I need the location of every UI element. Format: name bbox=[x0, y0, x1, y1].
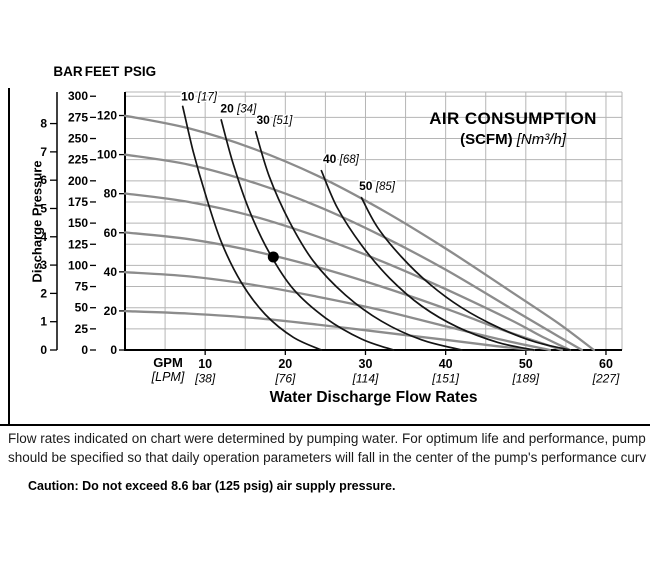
chart-title: AIR CONSUMPTION bbox=[429, 109, 597, 128]
feet-tick-label: 175 bbox=[68, 195, 88, 209]
feet-tick-label: 75 bbox=[75, 280, 89, 294]
feet-tick-label: 250 bbox=[68, 132, 88, 146]
psig-tick-label: 100 bbox=[97, 148, 117, 162]
psig-axis-header: PSIG bbox=[123, 64, 157, 79]
x-axis-title: Water Discharge Flow Rates bbox=[269, 389, 478, 406]
x-tick-gpm: 50 bbox=[519, 357, 533, 371]
bar-tick-label: 0 bbox=[40, 343, 47, 357]
bar-tick-label: 5 bbox=[40, 201, 47, 215]
performance-chart: 8765432103002752502252001751501251007550… bbox=[40, 88, 623, 386]
page-border-left bbox=[8, 88, 10, 425]
air-curve-10scfm bbox=[181, 105, 323, 351]
bar-axis-header: BAR bbox=[53, 64, 83, 79]
psig-tick-label: 0 bbox=[110, 343, 117, 357]
bar-axis: 8 7 6 5 4 3 2 1 0 bbox=[40, 92, 58, 357]
bar-tick-label: 2 bbox=[40, 286, 47, 300]
feet-tick-label: 125 bbox=[68, 237, 88, 251]
psig-axis: 120 100 80 60 40 20 0 bbox=[97, 109, 125, 357]
pump-curve-40psig bbox=[123, 271, 552, 352]
pump-curve-100psig bbox=[123, 153, 584, 352]
x-tick-lpm: [76] bbox=[274, 372, 296, 386]
operating-point-dot bbox=[267, 251, 279, 263]
air-curve-label-20: 20 [34] bbox=[220, 101, 257, 115]
psig-tick-label: 40 bbox=[104, 265, 118, 279]
feet-tick-label: 300 bbox=[68, 89, 88, 103]
x-axis-unit-gpm: GPM bbox=[153, 355, 183, 370]
feet-tick-label: 50 bbox=[75, 301, 89, 315]
x-axis-ticks: 10[38] 20[76] 30[114] 40[151] 50[189] 60[227] bbox=[194, 350, 620, 386]
chart-title-block: AIR CONSUMPTION (SCFM) [Nm³/h] bbox=[400, 109, 626, 148]
chart-title-units: (SCFM) [Nm³/h] bbox=[400, 131, 626, 148]
pump-curve-120psig bbox=[123, 114, 596, 352]
psig-tick-label: 60 bbox=[104, 226, 118, 240]
bar-tick-label: 7 bbox=[40, 145, 47, 159]
x-tick-gpm: 20 bbox=[278, 357, 292, 371]
air-curve-label-50: 50 [85] bbox=[359, 179, 396, 193]
feet-tick-label: 200 bbox=[68, 174, 88, 188]
x-tick-gpm: 40 bbox=[439, 357, 453, 371]
feet-axis-header: FEET bbox=[84, 64, 120, 79]
feet-tick-label: 0 bbox=[81, 343, 88, 357]
feet-tick-label: 225 bbox=[68, 153, 88, 167]
x-tick-gpm: 10 bbox=[198, 357, 212, 371]
air-curve-label-40: 40 [68] bbox=[323, 152, 360, 166]
caution-note: Caution: Do not exceed 8.6 bar (125 psig… bbox=[28, 479, 396, 493]
feet-tick-label: 100 bbox=[68, 258, 88, 272]
pump-curve-80psig bbox=[123, 192, 572, 352]
pump-curves bbox=[123, 114, 596, 352]
air-curve-labels: 10 [17]20 [34]30 [51] 40 [68] 50 [85] bbox=[180, 88, 398, 195]
bar-tick-label: 4 bbox=[40, 230, 47, 244]
bar-tick-label: 3 bbox=[40, 258, 47, 272]
bar-tick-label: 6 bbox=[40, 173, 47, 187]
x-axis-unit-lpm: [LPM] bbox=[151, 370, 185, 384]
pump-curve-60psig bbox=[123, 231, 564, 352]
bar-tick-label: 8 bbox=[40, 117, 47, 131]
chart-units-nm3h: [Nm³/h] bbox=[516, 131, 566, 148]
x-tick-lpm: [151] bbox=[431, 372, 459, 386]
x-tick-lpm: [189] bbox=[511, 372, 539, 386]
footer-note-line1: Flow rates indicated on chart were deter… bbox=[8, 431, 646, 446]
chart-units-scfm: (SCFM) bbox=[460, 131, 513, 148]
feet-tick-label: 25 bbox=[75, 322, 89, 336]
psig-tick-label: 80 bbox=[104, 187, 118, 201]
air-curve-50scfm bbox=[360, 196, 571, 351]
plot-border bbox=[124, 91, 623, 351]
footer-note-line2: should be specified so that daily operat… bbox=[8, 450, 647, 465]
air-curve-label-30: 30 [51] bbox=[256, 113, 293, 127]
pump-curve-20psig bbox=[123, 309, 535, 352]
air-curve-40scfm bbox=[320, 169, 535, 351]
air-curve-20scfm bbox=[220, 119, 395, 351]
psig-tick-label: 120 bbox=[97, 109, 117, 123]
x-tick-lpm: [114] bbox=[352, 372, 379, 386]
x-tick-gpm: 30 bbox=[359, 357, 373, 371]
air-curves bbox=[181, 105, 571, 351]
air-curve-label-10: 10 [17] bbox=[181, 89, 218, 103]
x-axis-unit-block: GPM [LPM] bbox=[136, 356, 200, 385]
separator-line bbox=[0, 424, 650, 426]
feet-tick-label: 275 bbox=[68, 110, 88, 124]
x-tick-lpm: [227] bbox=[592, 372, 620, 386]
x-tick-lpm: [38] bbox=[194, 372, 216, 386]
air-curve-30scfm bbox=[254, 130, 463, 351]
psig-tick-label: 20 bbox=[104, 304, 118, 318]
feet-tick-label: 150 bbox=[68, 216, 88, 230]
x-tick-gpm: 60 bbox=[599, 357, 613, 371]
bar-tick-label: 1 bbox=[40, 315, 47, 329]
